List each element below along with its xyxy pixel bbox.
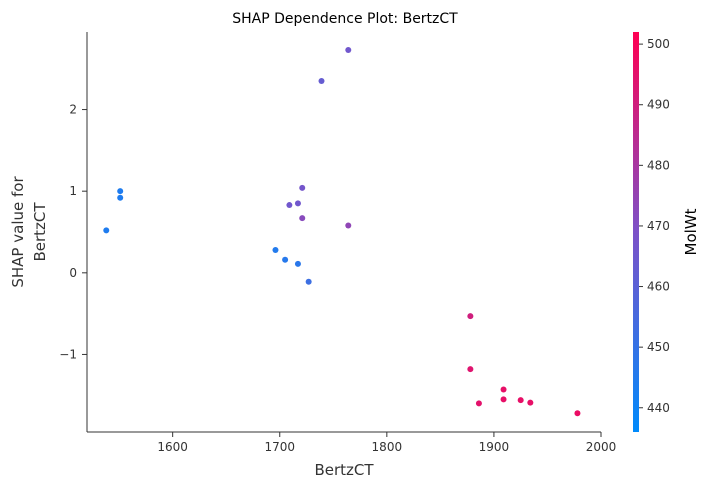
y-tick-label: −1 xyxy=(59,347,77,361)
colorbar: 440 450 460 470 480 490 500 MolWt xyxy=(633,32,700,432)
colorbar-ticks: 440 450 460 470 480 490 500 xyxy=(639,37,670,415)
y-axis-label-line-2: BertzCT xyxy=(31,202,49,262)
y-ticks: −1 0 1 2 xyxy=(59,103,87,361)
data-point xyxy=(299,215,306,222)
data-point xyxy=(574,410,581,417)
colorbar-gradient xyxy=(633,32,639,432)
data-point xyxy=(345,46,352,53)
chart-title: SHAP Dependence Plot: BertzCT xyxy=(232,11,458,27)
data-point xyxy=(299,184,306,191)
y-tick-label: 2 xyxy=(69,103,77,117)
data-point xyxy=(282,256,289,263)
data-point xyxy=(318,77,325,84)
data-point xyxy=(475,400,482,407)
x-tick-label: 1900 xyxy=(479,440,510,454)
y-tick-label: 0 xyxy=(69,266,77,280)
colorbar-tick-label: 500 xyxy=(647,37,670,51)
x-axis-label: BertzCT xyxy=(314,461,374,479)
data-point xyxy=(286,202,293,209)
data-point xyxy=(467,313,474,320)
data-point xyxy=(305,278,312,285)
data-points xyxy=(103,46,581,417)
data-point xyxy=(527,399,534,406)
colorbar-tick-label: 440 xyxy=(647,401,670,415)
plot-area: 1600 1700 1800 1900 2000 −1 0 1 2 xyxy=(59,32,616,454)
data-point xyxy=(294,260,301,267)
x-ticks: 1600 1700 1800 1900 2000 xyxy=(157,432,616,454)
x-tick-label: 1800 xyxy=(372,440,403,454)
data-point xyxy=(467,366,474,373)
colorbar-tick-label: 460 xyxy=(647,280,670,294)
colorbar-tick-label: 490 xyxy=(647,98,670,112)
data-point xyxy=(103,227,110,234)
colorbar-label: MolWt xyxy=(682,208,700,255)
colorbar-tick-label: 480 xyxy=(647,158,670,172)
data-point xyxy=(500,396,507,403)
data-point xyxy=(272,246,279,253)
x-tick-label: 1600 xyxy=(157,440,188,454)
y-axis-label: SHAP value for BertzCT xyxy=(9,176,49,288)
data-point xyxy=(117,188,124,195)
x-tick-label: 2000 xyxy=(586,440,617,454)
data-point xyxy=(500,386,507,393)
colorbar-tick-label: 450 xyxy=(647,340,670,354)
x-tick-label: 1700 xyxy=(264,440,295,454)
data-point xyxy=(294,200,301,207)
y-tick-label: 1 xyxy=(69,184,77,198)
data-point xyxy=(517,397,524,404)
colorbar-tick-label: 470 xyxy=(647,219,670,233)
data-point xyxy=(117,194,124,201)
data-point xyxy=(345,222,352,229)
y-axis-label-line-1: SHAP value for xyxy=(9,176,27,288)
